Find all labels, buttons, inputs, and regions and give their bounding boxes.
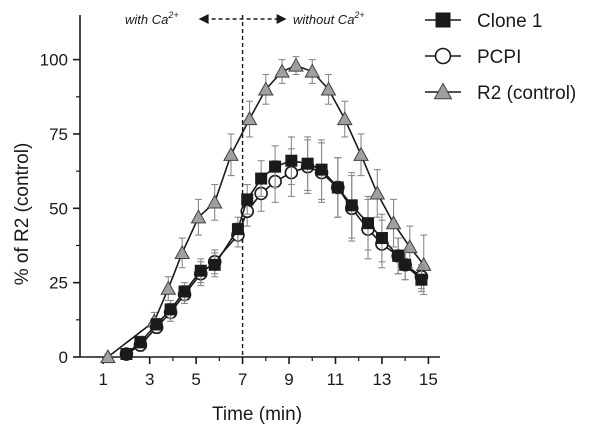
legend-marker-r2-control <box>433 82 453 100</box>
y-tick-label: 25 <box>49 274 68 293</box>
x-tick-label: 1 <box>98 370 107 389</box>
data-point-clone-1 <box>134 336 147 349</box>
legend: Clone 1 PCPI R2 (control) <box>425 11 576 104</box>
data-point-r2-control <box>160 280 177 295</box>
data-point-r2-control <box>223 146 239 161</box>
x-tick-label: 7 <box>238 370 247 389</box>
data-point-clone-1 <box>415 273 428 286</box>
y-tick-label: 50 <box>49 199 68 218</box>
legend-item-clone-1: Clone 1 <box>425 11 543 32</box>
data-point-clone-1 <box>331 181 344 194</box>
data-point-r2-control <box>369 185 386 200</box>
series-group <box>100 56 432 364</box>
data-point-clone-1 <box>194 264 207 277</box>
y-axis-title: % of R2 (control) <box>12 143 33 286</box>
data-point-clone-1 <box>345 199 358 212</box>
data-point-clone-1 <box>399 258 412 271</box>
data-point-clone-1 <box>255 172 268 185</box>
x-tick-label: 15 <box>419 370 438 389</box>
y-tick-label: 100 <box>40 51 68 70</box>
annotation-with-calcium: with Ca2+ <box>125 10 179 27</box>
annotation-without-calcium: without Ca2+ <box>293 10 365 27</box>
data-point-clone-1 <box>150 318 163 331</box>
annotation-with-calcium-sup: 2+ <box>167 10 178 20</box>
data-point-clone-1 <box>362 217 374 230</box>
data-point-r2-control <box>336 111 353 126</box>
x-tick-label: 13 <box>372 370 391 389</box>
y-tick-label: 0 <box>59 348 68 367</box>
x-axis-title: Time (min) <box>212 404 302 425</box>
annotation-without-calcium-sup: 2+ <box>353 10 364 20</box>
x-tick-label: 5 <box>191 370 200 389</box>
data-point-r2-control <box>100 348 116 364</box>
data-point-r2-control <box>206 194 223 209</box>
series-pcpi <box>119 139 429 361</box>
data-point-r2-control <box>288 57 304 72</box>
data-point-clone-1 <box>392 249 405 262</box>
series-line-r2-control <box>107 64 425 358</box>
data-point-clone-1 <box>315 163 328 176</box>
legend-marker-pcpi <box>434 47 452 65</box>
annotation-without-calcium-text: without Ca <box>293 12 354 27</box>
arrow-right-head <box>276 14 287 24</box>
data-point-r2-control <box>174 244 191 260</box>
arrow-left-head <box>198 14 209 24</box>
data-point-clone-1 <box>208 258 221 271</box>
x-tick-label: 11 <box>327 370 345 389</box>
data-point-clone-1 <box>231 223 244 236</box>
data-point-r2-control <box>385 215 402 230</box>
data-point-r2-control <box>241 111 258 126</box>
data-point-clone-1 <box>178 285 191 298</box>
data-point-clone-1 <box>301 157 314 170</box>
series-r2-control <box>100 56 432 364</box>
annotations: with Ca2+ without Ca2+ <box>125 10 365 357</box>
data-point-r2-control <box>274 63 290 78</box>
annotation-with-calcium-text: with Ca <box>125 12 168 27</box>
x-tick-label: 3 <box>145 370 154 389</box>
x-tick-label: 9 <box>284 370 293 389</box>
data-point-r2-control <box>257 81 274 96</box>
series-clone-1 <box>120 136 428 361</box>
legend-label: R2 (control) <box>477 83 576 104</box>
data-point-clone-1 <box>241 193 254 206</box>
data-point-clone-1 <box>375 232 388 245</box>
legend-label: Clone 1 <box>477 11 543 32</box>
data-point-r2-control <box>353 146 369 161</box>
legend-item-pcpi: PCPI <box>425 47 521 68</box>
y-tick-label: 75 <box>49 125 68 144</box>
data-point-r2-control <box>320 81 337 96</box>
legend-marker-clone-1 <box>435 12 451 28</box>
legend-label: PCPI <box>477 47 521 68</box>
data-point-r2-control <box>190 209 207 224</box>
data-point-clone-1 <box>269 160 282 173</box>
data-point-clone-1 <box>285 154 298 167</box>
data-point-r2-control <box>304 63 321 78</box>
data-point-clone-1 <box>164 303 177 316</box>
legend-item-r2-control: R2 (control) <box>425 82 576 104</box>
data-point-clone-1 <box>120 348 133 361</box>
